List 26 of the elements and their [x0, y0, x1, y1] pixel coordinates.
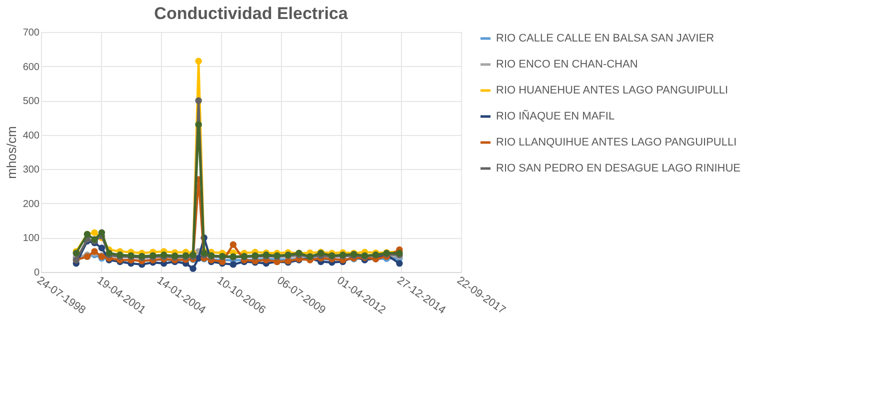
y-tick-label: 0 — [34, 268, 40, 278]
legend-label: RIO ENCO EN CHAN-CHAN — [496, 58, 638, 70]
y-axis-title: mhos/cm — [4, 126, 19, 179]
y-tick-label: 400 — [22, 130, 40, 142]
legend-label: RIO LLANQUIHUE ANTES LAGO PANGUIPULLI — [496, 136, 737, 148]
point — [190, 265, 196, 272]
point — [230, 241, 237, 248]
legend-label: RIO CALLE CALLE EN BALSA SAN JAVIER — [496, 32, 714, 44]
legend-label: RIO SAN PEDRO EN DESAGUE LAGO RINIHUE — [496, 162, 740, 174]
point — [195, 121, 202, 128]
point — [98, 244, 106, 252]
y-tick-label: 500 — [22, 96, 40, 108]
y-tick-label: 200 — [22, 198, 40, 210]
point — [98, 229, 106, 236]
point — [230, 261, 237, 268]
y-tick-label: 100 — [22, 233, 40, 244]
y-tick-label: 700 — [22, 28, 40, 38]
chart-title: Conductividad Electrica — [154, 4, 348, 23]
y-tick-label: 300 — [22, 164, 40, 176]
point — [195, 58, 202, 64]
legend-label: RIO HUANEHUE ANTES LAGO PANGUIPULLI — [496, 84, 728, 96]
legend-label: RIO IÑAQUE EN MAFIL — [496, 110, 615, 122]
y-tick-label: 600 — [22, 62, 40, 73]
point — [91, 229, 98, 236]
point — [195, 97, 202, 104]
point — [396, 260, 403, 267]
